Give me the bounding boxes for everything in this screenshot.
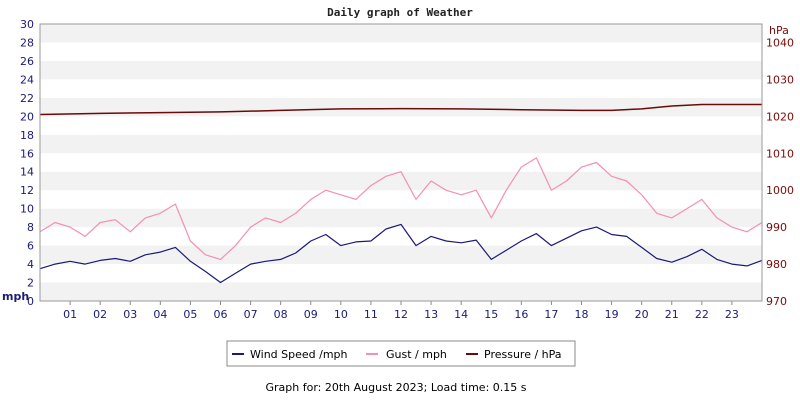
y-left-tick-label: 12	[20, 184, 34, 197]
y-right-unit: hPa	[769, 24, 789, 37]
y-left-tick-label: 30	[20, 18, 34, 31]
y-left-tick-label: 4	[27, 258, 34, 271]
grid-band	[40, 60, 762, 80]
y-left-tick-label: 16	[20, 147, 34, 160]
y-left-tick-label: 18	[20, 129, 34, 142]
y-right-axis: 970 980 990 1000 1010 1020 1030 1040	[766, 36, 794, 308]
series-line-wind	[39, 223, 763, 284]
legend-label-wind: Wind Speed /mph	[250, 348, 348, 361]
y-right-tick-label: 970	[766, 295, 787, 308]
grid-band	[40, 190, 762, 209]
y-left-unit: mph	[2, 290, 29, 303]
x-tick-label: 16	[514, 308, 528, 321]
x-tick-label: 13	[424, 308, 438, 321]
x-tick-label: 22	[695, 308, 709, 321]
y-left-tick-label: 24	[20, 73, 34, 86]
y-left-tick-label: 6	[27, 240, 34, 253]
y-left-tick-label: 14	[20, 166, 34, 179]
x-tick-label: 14	[454, 308, 468, 321]
x-tick-label: 12	[394, 308, 408, 321]
y-right-tick-label: 1010	[766, 147, 794, 160]
background-bands	[40, 24, 762, 301]
x-tick-label: 10	[334, 308, 348, 321]
grid-band	[40, 134, 762, 154]
x-tick-label: 17	[544, 308, 558, 321]
grid-band	[40, 42, 762, 61]
grid-band	[40, 24, 762, 43]
legend-label-pressure: Pressure / hPa	[484, 348, 562, 361]
grid-band	[40, 227, 762, 246]
grid-band	[40, 264, 762, 283]
y-right-tick-label: 980	[766, 258, 787, 271]
y-left-tick-label: 22	[20, 92, 34, 105]
x-tick-label: 05	[183, 308, 197, 321]
y-right-tick-label: 1040	[766, 36, 794, 49]
grid-band	[40, 208, 762, 228]
plot-border	[39, 23, 763, 302]
x-tick-label: 08	[274, 308, 288, 321]
legend-label-gust: Gust / mph	[386, 348, 447, 361]
y-left-tick-label: 10	[20, 203, 34, 216]
x-tick-label: 11	[364, 308, 378, 321]
grid-band	[40, 79, 762, 98]
x-tick-label: 19	[605, 308, 619, 321]
x-tick-label: 09	[304, 308, 318, 321]
y-left-tick-label: 0	[27, 295, 34, 308]
grid-band	[40, 116, 762, 135]
grid-band	[40, 171, 762, 191]
x-axis: 01 02 03 04 05 06 07 08 09 10 11 12 13 14 15 16 17 18 19 20…	[63, 308, 739, 321]
y-left-tick-label: 26	[20, 55, 34, 68]
x-tick-label: 03	[123, 308, 137, 321]
series-layer	[39, 103, 763, 284]
legend: Wind Speed /mph Gust / mph Pressure / hP…	[226, 340, 576, 367]
series-line-gust	[39, 157, 763, 260]
x-tick-label: 06	[214, 308, 228, 321]
x-tick-label: 01	[63, 308, 77, 321]
x-tick-label: 21	[665, 308, 679, 321]
x-tick-label: 02	[93, 308, 107, 321]
grid-band	[40, 282, 762, 301]
legend-box	[226, 340, 576, 367]
y-left-tick-label: 28	[20, 36, 34, 49]
x-tick-label: 15	[484, 308, 498, 321]
footer-text: Graph for: 20th August 2023; Load time: …	[266, 381, 527, 394]
y-left-tick-label: 20	[20, 110, 34, 123]
series-line-pressure	[39, 103, 762, 116]
y-left-tick-label: 8	[27, 221, 34, 234]
y-right-tick-label: 1030	[766, 73, 794, 86]
grid-band	[40, 153, 762, 172]
y-right-tick-label: 1000	[766, 184, 794, 197]
x-tick-label: 23	[725, 308, 739, 321]
x-tick-label: 07	[244, 308, 258, 321]
y-left-tick-label: 2	[27, 277, 34, 290]
chart-title: Daily graph of Weather	[327, 6, 473, 19]
x-tick-label: 04	[153, 308, 167, 321]
x-tick-label: 20	[635, 308, 649, 321]
x-tick-label: 18	[575, 308, 589, 321]
x-tick-marks	[69, 301, 733, 305]
y-right-tick-label: 1020	[766, 110, 794, 123]
y-right-tick-label: 990	[766, 221, 787, 234]
